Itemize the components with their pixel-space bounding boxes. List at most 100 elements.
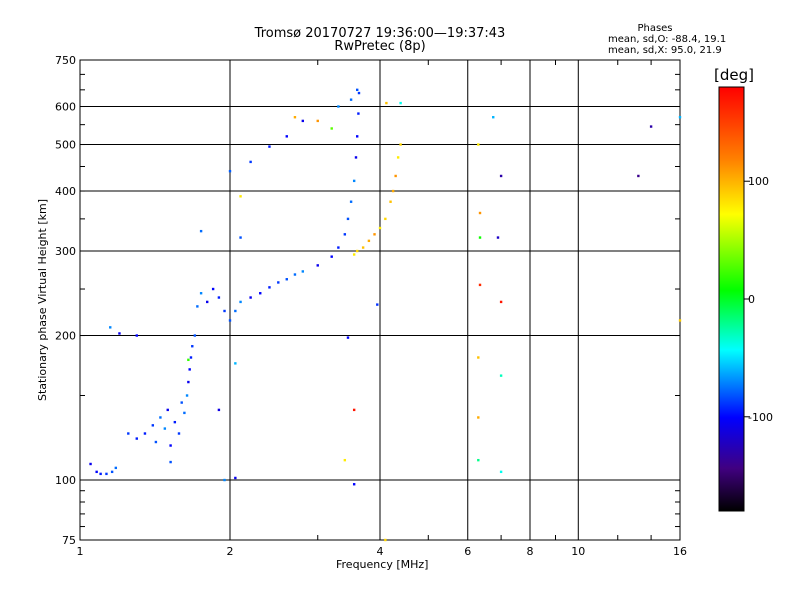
data-point [316,264,319,267]
data-point [223,478,226,482]
data-points [89,88,682,542]
axis-ticks: 1 2 4 6 8 10 16 75 100 200 300 400 500 600 750 [55,54,687,558]
x-tick-label: 4 [377,545,384,558]
data-point [499,300,503,304]
data-point [127,432,130,435]
y-tick-label: 100 [55,474,76,487]
data-point [649,125,653,128]
data-point [399,143,402,146]
data-point [143,432,147,435]
data-point [99,472,102,476]
data-point [373,233,376,236]
data-point [205,300,209,304]
data-point [89,462,92,466]
data-point [478,283,482,287]
data-point [234,309,237,313]
data-point [163,427,167,430]
data-point [109,326,112,329]
data-point [346,336,350,339]
x-axis-label: Frequency [MHz] [336,558,429,571]
legend-o-stats: mean, sd,O: -88.4, 19.1 [608,34,727,45]
data-point [637,174,640,178]
data-point [173,420,177,424]
data-point [268,145,271,148]
data-point [135,334,138,337]
data-point [384,538,387,542]
plot-frame [79,59,681,541]
x-tick-label: 6 [464,545,471,558]
x-tick-label: 10 [571,545,585,558]
grid [80,60,680,540]
data-point [151,424,155,427]
data-point [105,472,108,476]
data-point [110,470,114,474]
data-point [118,332,121,335]
data-point [223,309,226,313]
data-point [499,174,503,178]
data-point [478,236,482,239]
data-point [285,135,288,138]
data-point [678,319,682,322]
data-point [478,211,482,215]
data-point [349,200,353,203]
data-point [95,470,98,474]
data-point [355,249,359,253]
data-point [499,470,503,474]
data-point [343,233,347,236]
data-point [239,300,242,304]
x-tick-label: 1 [77,545,84,558]
data-point [199,229,203,233]
data-point [249,296,252,299]
data-point [343,458,347,462]
data-point [361,246,365,249]
data-point [301,119,305,123]
data-point [159,416,162,419]
legend-title: Phases [637,23,673,34]
data-point [394,174,397,178]
data-point [234,476,237,480]
data-point [477,356,480,359]
data-point [352,483,356,486]
data-point [477,416,480,419]
data-point [187,358,190,362]
chart-subtitle: RwPretec (8p) [334,39,426,54]
data-point [391,189,395,193]
y-tick-label: 600 [55,101,76,114]
data-point [316,119,319,123]
y-tick-label: 750 [55,54,76,67]
data-point [499,374,503,377]
data-point [228,169,232,173]
data-point [477,143,480,146]
y-tick-label: 75 [62,534,76,547]
data-point [352,253,356,256]
y-tick-label: 500 [55,139,76,152]
data-point [185,394,189,397]
legend-x-stats: mean, sd,X: 95.0, 21.9 [608,45,722,56]
data-point [196,305,199,308]
data-point [188,368,191,371]
data-point [678,116,682,119]
data-point [301,270,305,273]
data-point [357,91,361,95]
data-point [389,200,392,203]
data-point [378,226,382,230]
data-point [277,281,280,284]
data-point [249,160,252,164]
data-point [193,334,197,337]
data-point [211,287,215,291]
data-point [477,458,480,462]
data-point [234,362,237,365]
data-point [349,98,353,101]
data-point [357,112,360,115]
data-point [166,408,169,412]
data-point [376,303,379,306]
data-point [239,195,242,198]
colorbar-ticks: 100 0 -100 [744,175,773,424]
data-point [293,116,297,119]
data-point [293,273,297,276]
data-point [239,236,242,239]
data-point [217,296,221,299]
data-point [367,239,371,243]
y-tick-label: 300 [55,245,76,258]
data-point [496,236,500,239]
